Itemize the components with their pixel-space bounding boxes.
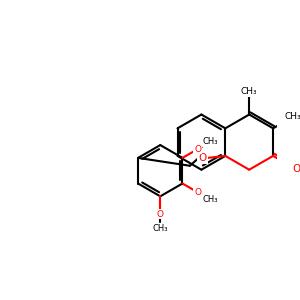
Text: O: O [157, 209, 164, 218]
Text: CH₃: CH₃ [152, 224, 168, 233]
Text: CH₃: CH₃ [241, 87, 257, 96]
Text: CH₃: CH₃ [203, 195, 218, 204]
Text: CH₃: CH₃ [203, 137, 218, 146]
Text: O: O [194, 188, 201, 197]
Text: O: O [292, 164, 300, 174]
Text: CH₃: CH₃ [284, 112, 300, 122]
Text: O: O [194, 145, 201, 154]
Text: O: O [199, 153, 207, 163]
